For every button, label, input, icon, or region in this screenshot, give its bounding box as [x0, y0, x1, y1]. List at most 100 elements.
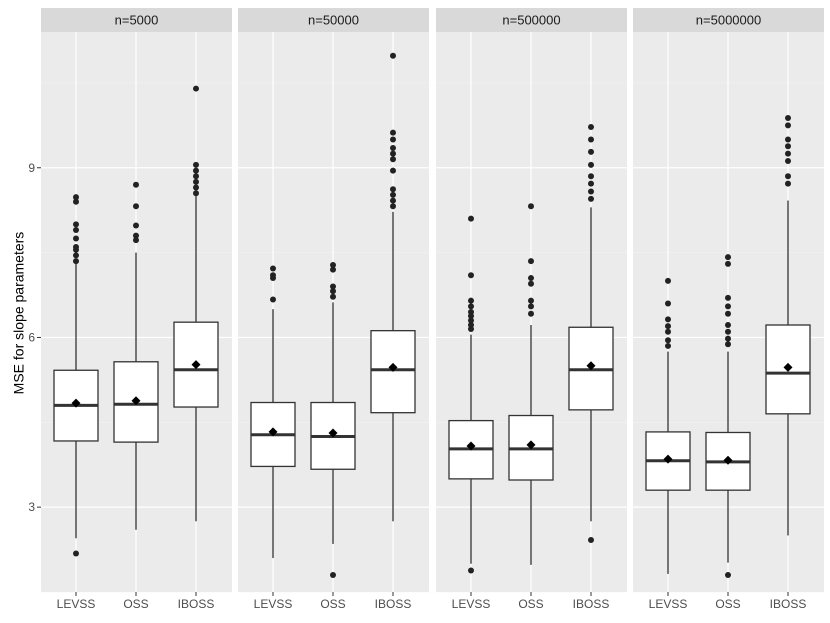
mean-marker — [723, 455, 733, 465]
outlier-point — [270, 272, 276, 279]
outlier-point — [193, 85, 199, 92]
outlier-point — [528, 275, 534, 282]
outlier-point — [73, 198, 79, 205]
outlier-point — [468, 567, 474, 574]
outlier-point — [528, 297, 534, 304]
x-tick-label: IBOSS — [573, 597, 610, 611]
outlier-point — [390, 129, 396, 136]
outlier-point — [73, 235, 79, 242]
facet-strip-label: n=50000 — [308, 12, 359, 27]
outlier-point — [390, 203, 396, 210]
facet-strip-label: n=5000000 — [696, 12, 761, 27]
outlier-point — [785, 173, 791, 180]
outlier-point — [665, 342, 671, 349]
outlier-point — [665, 316, 671, 323]
outlier-point — [588, 188, 594, 195]
outlier-point — [468, 215, 474, 222]
outlier-point — [528, 203, 534, 210]
facet-panel-n=500000: n=500000 LEVSS OSS IBOSS — [436, 8, 627, 611]
y-tick-label: 3 — [28, 500, 35, 514]
outlier-point — [588, 161, 594, 168]
outlier-point — [193, 173, 199, 180]
mean-marker — [663, 454, 673, 464]
outlier-point — [468, 272, 474, 279]
mean-marker — [268, 427, 278, 437]
box-IBOSS — [765, 114, 811, 536]
facet-panel-n=5000: n=5000 LEVSS OSS IBOSS — [41, 8, 232, 611]
mean-marker — [388, 362, 398, 372]
x-tick-label: IBOSS — [375, 597, 412, 611]
outlier-point — [133, 222, 139, 229]
outlier-point — [133, 203, 139, 210]
box-LEVSS — [645, 277, 691, 574]
outlier-point — [193, 178, 199, 185]
outlier-point — [785, 136, 791, 143]
y-axis-title: MSE for slope parameters — [11, 232, 27, 395]
x-tick-label: OSS — [123, 597, 148, 611]
x-tick-label: OSS — [715, 597, 740, 611]
outlier-point — [785, 114, 791, 121]
outlier-point — [193, 161, 199, 168]
iqr-box — [370, 330, 416, 414]
x-tick-label: OSS — [320, 597, 345, 611]
outlier-point — [785, 157, 791, 164]
outlier-point — [390, 150, 396, 157]
outlier-point — [73, 221, 79, 228]
outlier-point — [468, 303, 474, 310]
outlier-point — [390, 197, 396, 204]
facet-strip — [436, 8, 627, 32]
x-tick-label: OSS — [518, 597, 543, 611]
mean-marker — [783, 362, 793, 372]
outlier-point — [725, 303, 731, 310]
box-LEVSS — [250, 265, 296, 559]
outlier-point — [725, 254, 731, 261]
box-LEVSS — [53, 194, 99, 557]
outlier-point — [270, 296, 276, 303]
y-axis: 3 6 9 — [28, 161, 41, 514]
facet-strip — [238, 8, 429, 32]
outlier-point — [665, 277, 671, 284]
outlier-point — [390, 186, 396, 193]
outlier-point — [588, 536, 594, 543]
outlier-point — [193, 190, 199, 197]
outlier-point — [330, 572, 336, 579]
outlier-point — [390, 136, 396, 143]
outlier-point — [528, 258, 534, 265]
x-tick-label: LEVSS — [57, 597, 96, 611]
outlier-point — [725, 260, 731, 267]
outlier-point — [528, 280, 534, 287]
mean-marker — [526, 440, 536, 450]
outlier-point — [73, 258, 79, 265]
outlier-point — [390, 191, 396, 198]
x-tick-label: LEVSS — [649, 597, 688, 611]
outlier-point — [665, 328, 671, 335]
outlier-point — [330, 283, 336, 290]
outlier-point — [193, 184, 199, 191]
box-LEVSS — [448, 215, 494, 574]
outlier-point — [468, 297, 474, 304]
facet-strip — [633, 8, 824, 32]
outlier-point — [588, 148, 594, 155]
y-tick-label: 9 — [28, 161, 35, 175]
x-tick-label: IBOSS — [178, 597, 215, 611]
box-OSS — [705, 254, 751, 579]
outlier-point — [133, 237, 139, 244]
outlier-point — [725, 310, 731, 317]
outlier-point — [725, 328, 731, 335]
facet-panel-n=5000000: n=5000000 LEVSS OSS IBOSS — [633, 8, 824, 611]
outlier-point — [270, 265, 276, 272]
outlier-point — [665, 323, 671, 330]
facet-strip-label: n=500000 — [502, 12, 560, 27]
outlier-point — [330, 266, 336, 273]
outlier-point — [133, 232, 139, 239]
outlier-point — [73, 194, 79, 201]
box-IBOSS — [173, 85, 219, 522]
outlier-point — [390, 167, 396, 174]
outlier-point — [588, 136, 594, 143]
x-tick-label: LEVSS — [254, 597, 293, 611]
outlier-point — [468, 317, 474, 324]
outlier-point — [330, 293, 336, 300]
outlier-point — [725, 335, 731, 342]
